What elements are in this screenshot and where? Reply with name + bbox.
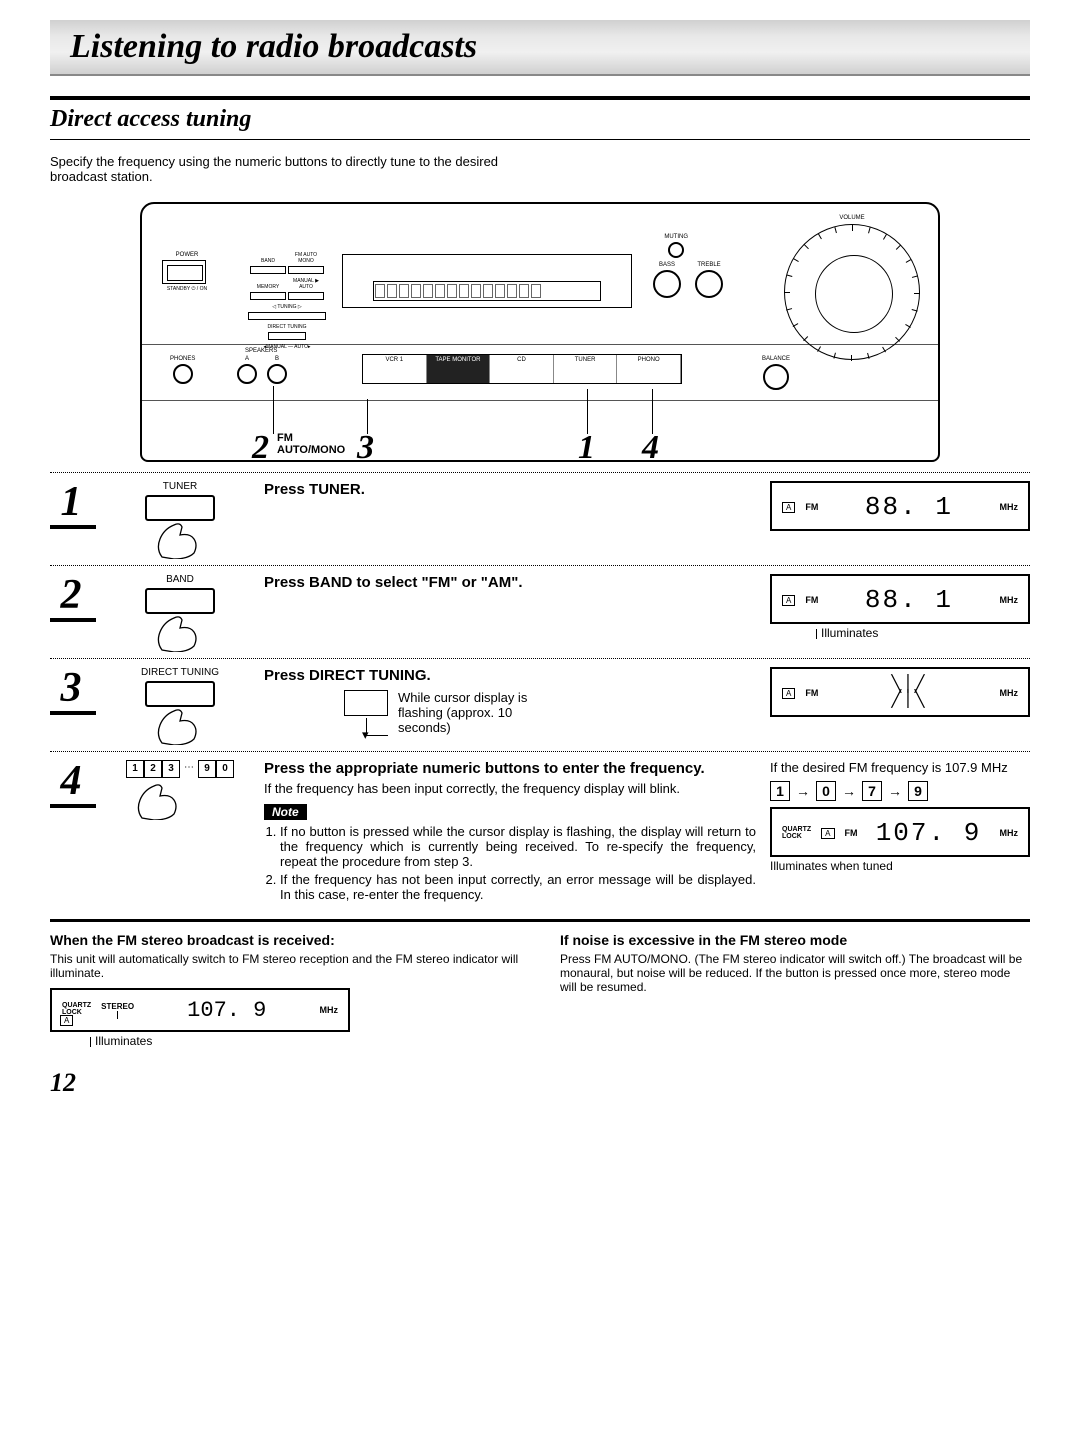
- step-badge: 2: [50, 574, 96, 622]
- stereo-lcd-icon: QUARTZ LOCK STEREO A 107. 9 MHz: [50, 988, 350, 1032]
- step-button-icon: TUNER: [110, 481, 250, 559]
- step-text: Press BAND to select "FM" or "AM".: [264, 574, 756, 595]
- callout-4: 4: [642, 429, 659, 467]
- step-display: AFM╲│╱╱│╲MHz: [770, 667, 1030, 717]
- step-4: 4 123⋯90Press the appropriate numeric but…: [50, 760, 1030, 905]
- step-text: Press the appropriate numeric buttons to…: [264, 760, 756, 905]
- noise-text: Press FM AUTO/MONO. (The FM stereo indic…: [560, 952, 1030, 994]
- step-1: 1 TUNER Press TUNER. AFM88. 1MHz: [50, 481, 1030, 559]
- callout-2: 2: [252, 429, 269, 467]
- step-text: Press DIRECT TUNING.▾While cursor displa…: [264, 667, 756, 736]
- page-title: Listening to radio broadcasts: [70, 28, 1010, 66]
- tuning-buttons-icon: BANDFM AUTO MONO MEMORYMANUAL ▶ AUTO ◁ T…: [242, 252, 332, 352]
- step-3: 3 DIRECT TUNINGPress DIRECT TUNING.▾While…: [50, 667, 1030, 745]
- stereo-received-title: When the FM stereo broadcast is received…: [50, 932, 520, 948]
- speakers-jacks-icon: SPEAKERSA B: [237, 356, 287, 386]
- step-button-icon: BAND: [110, 574, 250, 652]
- callout-fm-automono: FM AUTO/MONO: [277, 432, 345, 456]
- step-badge: 1: [50, 481, 96, 529]
- bottom-section: When the FM stereo broadcast is received…: [50, 919, 1030, 1048]
- stereo-caption: Illuminates: [90, 1034, 520, 1048]
- step-button-icon: 123⋯90: [110, 760, 250, 820]
- device-diagram: POWER STANDBY ⏻ / ON BANDFM AUTO MONO ME…: [140, 202, 940, 462]
- noise-col: If noise is excessive in the FM stereo m…: [560, 932, 1030, 1048]
- noise-title: If noise is excessive in the FM stereo m…: [560, 932, 1030, 948]
- step-2: 2 BAND Press BAND to select "FM" or "AM". A…: [50, 574, 1030, 652]
- step-button-icon: DIRECT TUNING: [110, 667, 250, 745]
- callout-3: 3: [357, 429, 374, 467]
- callout-1: 1: [578, 429, 595, 467]
- volume-dial-icon: VOLUME: [784, 224, 920, 360]
- bass-treble-icon: BASS TREBLE: [653, 262, 723, 300]
- step-display: AFM88. 1MHz: [770, 481, 1030, 531]
- step-badge: 4: [50, 760, 96, 808]
- step-badge: 3: [50, 667, 96, 715]
- step-display: If the desired FM frequency is 107.9 MHz…: [770, 760, 1030, 873]
- step-display: AFM88. 1MHzIlluminates: [770, 574, 1030, 640]
- intro-text: Specify the frequency using the numeric …: [50, 154, 530, 184]
- phones-jack-icon: PHONES: [170, 356, 195, 386]
- balance-knob-icon: BALANCE: [762, 356, 790, 392]
- page-title-banner: Listening to radio broadcasts: [50, 20, 1030, 76]
- power-button-icon: POWER STANDBY ⏻ / ON: [162, 252, 212, 302]
- lcd-display-icon: [342, 254, 632, 308]
- stereo-received-col: When the FM stereo broadcast is received…: [50, 932, 520, 1048]
- input-selector-icon: VCR 1 TAPE MONITOR CD TUNER PHONO: [362, 354, 682, 384]
- page-number: 12: [50, 1068, 1030, 1098]
- section-title: Direct access tuning: [50, 96, 1030, 140]
- step-text: Press TUNER.: [264, 481, 756, 502]
- muting-knob-icon: MUTING: [664, 234, 688, 260]
- stereo-received-text: This unit will automatically switch to F…: [50, 952, 520, 980]
